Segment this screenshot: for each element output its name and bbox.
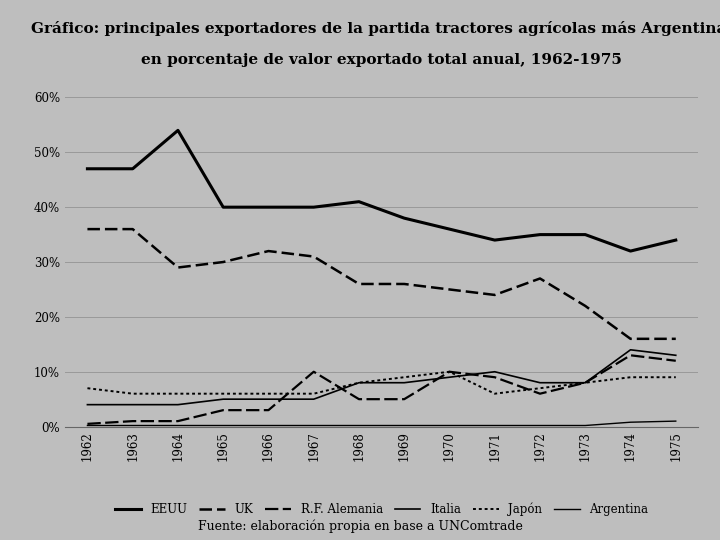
Argentina — [581, 422, 590, 429]
Italia — [310, 396, 318, 402]
EEUU — [355, 198, 364, 205]
R.F. Alemania — [128, 418, 137, 424]
UK — [128, 226, 137, 232]
Argentina — [626, 419, 635, 426]
Japón — [581, 380, 590, 386]
Line: UK: UK — [87, 229, 676, 339]
Line: Japón: Japón — [87, 372, 676, 394]
R.F. Alemania — [174, 418, 182, 424]
EEUU — [400, 215, 408, 221]
Argentina — [445, 422, 454, 429]
R.F. Alemania — [264, 407, 273, 414]
Italia — [83, 401, 91, 408]
UK — [536, 275, 544, 282]
Text: Fuente: elaboración propia en base a UNComtrade: Fuente: elaboración propia en base a UNC… — [197, 519, 523, 534]
Text: Gráfico: principales exportadores de la partida tractores agrícolas más Argentin: Gráfico: principales exportadores de la … — [31, 21, 720, 36]
Japón — [83, 385, 91, 392]
EEUU — [219, 204, 228, 211]
Legend: EEUU, UK, R.F. Alemania, Italia, Japón, Argentina: EEUU, UK, R.F. Alemania, Italia, Japón, … — [110, 498, 653, 521]
R.F. Alemania — [219, 407, 228, 414]
Text: en porcentaje de valor exportado total anual, 1962-1975: en porcentaje de valor exportado total a… — [141, 53, 622, 67]
R.F. Alemania — [626, 352, 635, 359]
UK — [264, 248, 273, 254]
EEUU — [626, 248, 635, 254]
Line: EEUU: EEUU — [87, 130, 676, 251]
EEUU — [83, 166, 91, 172]
Argentina — [536, 422, 544, 429]
R.F. Alemania — [536, 390, 544, 397]
Italia — [581, 380, 590, 386]
Italia — [626, 347, 635, 353]
R.F. Alemania — [490, 374, 499, 381]
EEUU — [128, 166, 137, 172]
Italia — [445, 374, 454, 381]
Line: R.F. Alemania: R.F. Alemania — [87, 355, 676, 424]
UK — [83, 226, 91, 232]
Argentina — [310, 422, 318, 429]
Japón — [264, 390, 273, 397]
Japón — [672, 374, 680, 381]
EEUU — [672, 237, 680, 244]
UK — [219, 259, 228, 265]
UK — [581, 303, 590, 309]
UK — [355, 281, 364, 287]
EEUU — [445, 226, 454, 232]
Japón — [128, 390, 137, 397]
R.F. Alemania — [445, 368, 454, 375]
Italia — [128, 401, 137, 408]
UK — [445, 286, 454, 293]
EEUU — [581, 231, 590, 238]
Japón — [310, 390, 318, 397]
EEUU — [174, 127, 182, 133]
EEUU — [536, 231, 544, 238]
R.F. Alemania — [310, 368, 318, 375]
R.F. Alemania — [581, 380, 590, 386]
UK — [672, 335, 680, 342]
Japón — [626, 374, 635, 381]
Line: Argentina: Argentina — [87, 421, 676, 426]
Argentina — [174, 422, 182, 429]
Italia — [672, 352, 680, 359]
Japón — [490, 390, 499, 397]
Japón — [219, 390, 228, 397]
Italia — [536, 380, 544, 386]
Text: Gráfico: principales exportadores de la partida — placeholder: Gráfico: principales exportadores de la … — [0, 539, 1, 540]
UK — [490, 292, 499, 298]
UK — [626, 335, 635, 342]
Argentina — [400, 422, 408, 429]
Italia — [264, 396, 273, 402]
Italia — [400, 380, 408, 386]
EEUU — [490, 237, 499, 244]
Japón — [174, 390, 182, 397]
Argentina — [219, 422, 228, 429]
Italia — [174, 401, 182, 408]
Japón — [355, 380, 364, 386]
Italia — [490, 368, 499, 375]
EEUU — [264, 204, 273, 211]
Japón — [400, 374, 408, 381]
Italia — [219, 396, 228, 402]
UK — [310, 253, 318, 260]
Argentina — [128, 422, 137, 429]
Argentina — [355, 422, 364, 429]
R.F. Alemania — [400, 396, 408, 402]
R.F. Alemania — [672, 357, 680, 364]
Japón — [536, 385, 544, 392]
R.F. Alemania — [355, 396, 364, 402]
Line: Italia: Italia — [87, 350, 676, 404]
Japón — [445, 368, 454, 375]
Argentina — [264, 422, 273, 429]
Argentina — [83, 422, 91, 429]
UK — [174, 264, 182, 271]
Italia — [355, 380, 364, 386]
EEUU — [310, 204, 318, 211]
Argentina — [490, 422, 499, 429]
R.F. Alemania — [83, 421, 91, 427]
Argentina — [672, 418, 680, 424]
UK — [400, 281, 408, 287]
